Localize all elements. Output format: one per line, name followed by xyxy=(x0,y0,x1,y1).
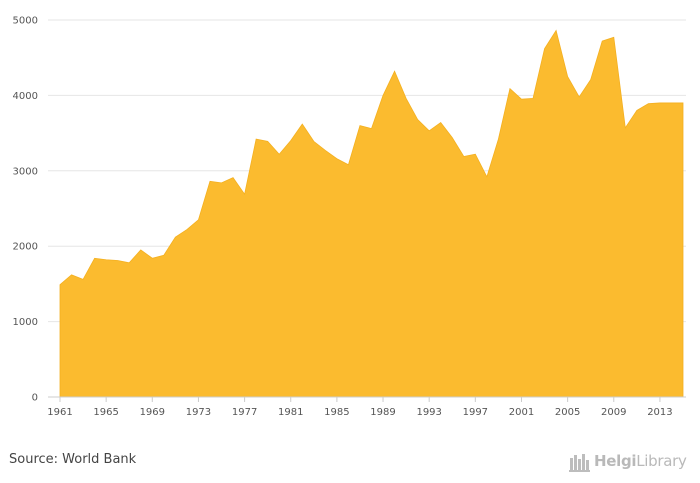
series-area xyxy=(59,29,684,398)
x-tick-label: 1997 xyxy=(463,407,488,418)
x-tick-label: 2005 xyxy=(555,407,580,418)
series-area-shape xyxy=(59,29,684,398)
logo-text-light: Library xyxy=(636,452,687,470)
logo-text-bold: Helgi xyxy=(594,452,637,470)
y-axis-labels: 0 1000 2000 3000 4000 5000 xyxy=(13,16,38,404)
x-axis-labels: 1961 1965 1969 1973 1977 1981 1985 1989 1993 1997… xyxy=(47,407,672,418)
x-tick-label: 1989 xyxy=(370,407,395,418)
x-tick-label: 1981 xyxy=(278,407,303,418)
x-tick-label: 1977 xyxy=(232,407,257,418)
x-tick-label: 1961 xyxy=(47,407,72,418)
x-tick-label: 2013 xyxy=(647,407,672,418)
x-tick-label: 1969 xyxy=(140,407,165,418)
x-tick-label: 2009 xyxy=(601,407,626,418)
y-tick-label: 4000 xyxy=(13,91,38,102)
y-tick-label: 1000 xyxy=(13,317,38,328)
x-tick-label: 1985 xyxy=(324,407,349,418)
x-axis xyxy=(48,396,686,402)
logo-icon xyxy=(569,454,590,472)
chart-footer: Source: World Bank HelgiLibrary xyxy=(0,442,700,483)
y-tick-label: 3000 xyxy=(13,166,38,177)
y-tick-label: 0 xyxy=(32,393,38,404)
y-tick-label: 5000 xyxy=(13,16,38,27)
helgi-library-logo: HelgiLibrary xyxy=(568,451,692,473)
x-tick-label: 1965 xyxy=(93,407,118,418)
logo-text: HelgiLibrary xyxy=(594,452,687,470)
x-tick-label: 1973 xyxy=(186,407,211,418)
x-tick-label: 1993 xyxy=(416,407,441,418)
source-text: Source: World Bank xyxy=(9,452,137,467)
y-tick-label: 2000 xyxy=(13,242,38,253)
x-tick-label: 2001 xyxy=(509,407,534,418)
